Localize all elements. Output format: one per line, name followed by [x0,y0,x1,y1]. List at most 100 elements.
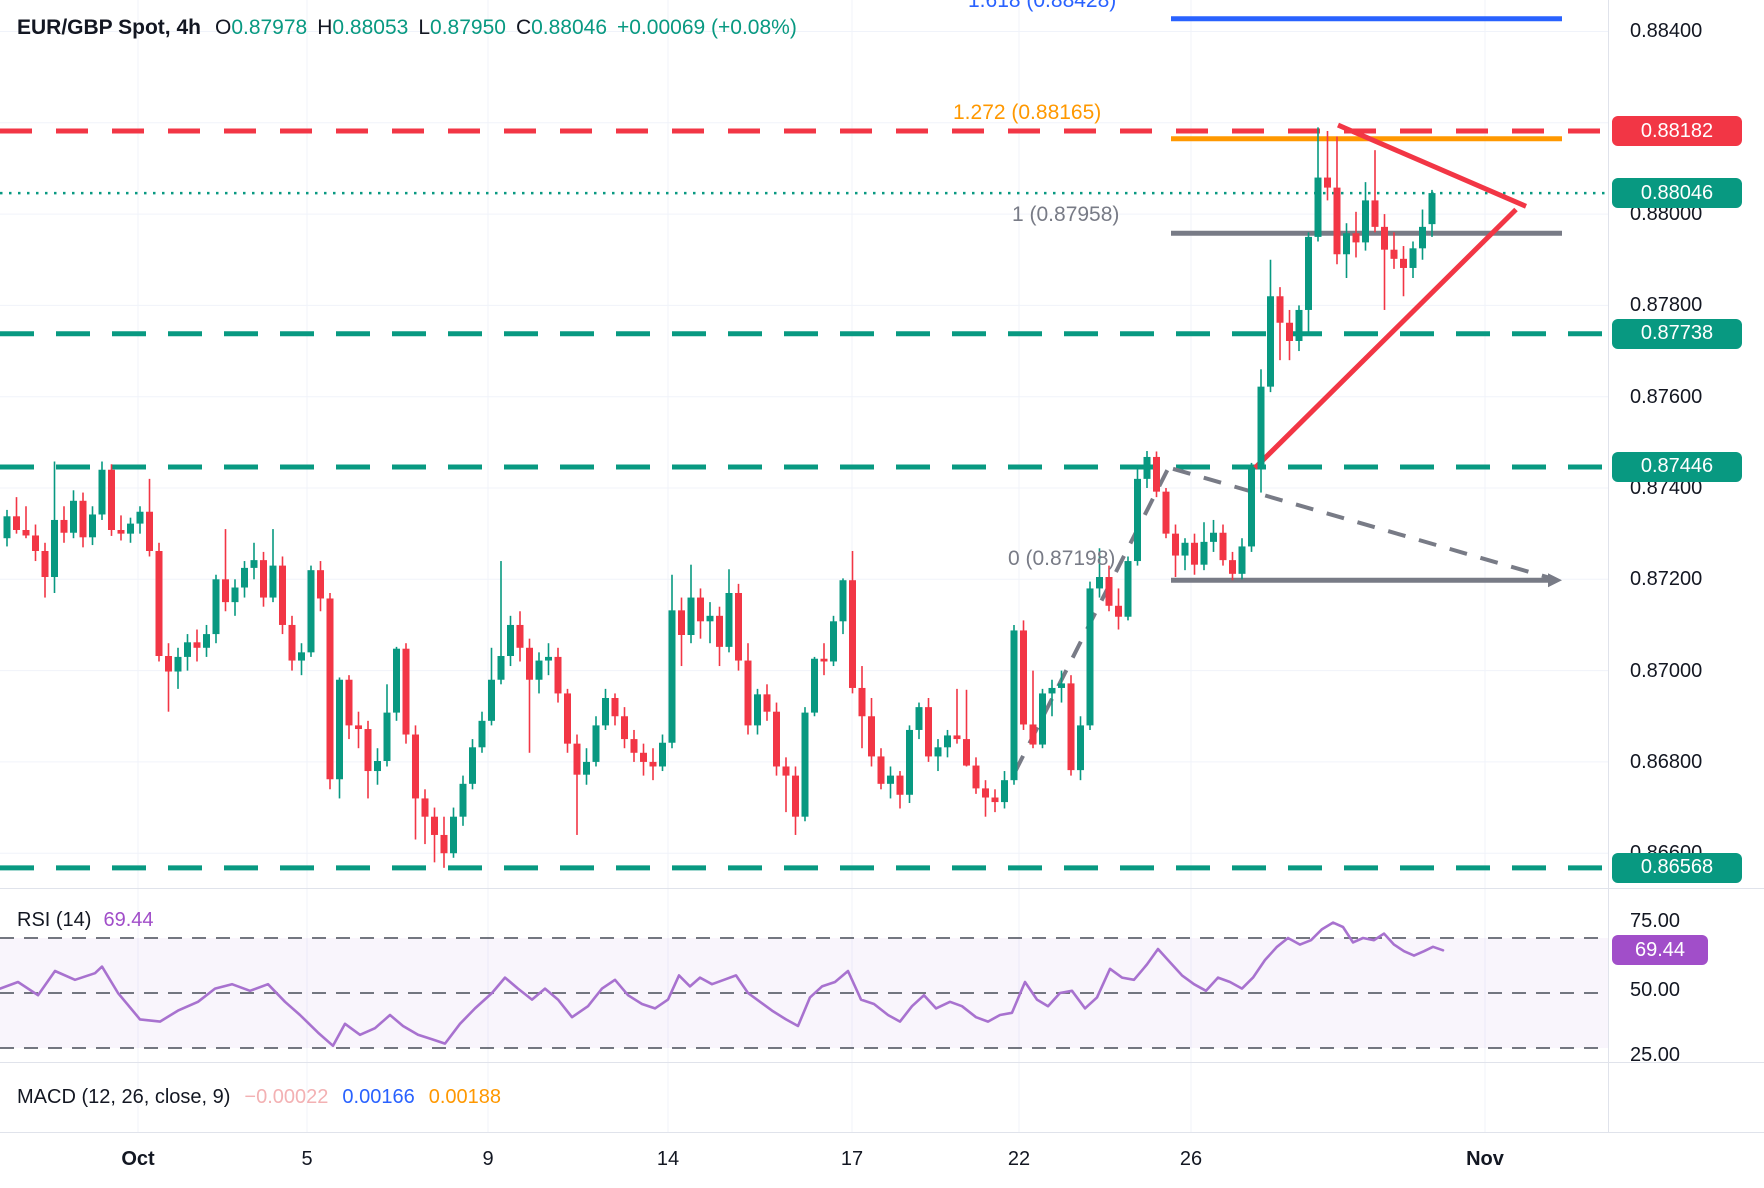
candle-body [393,648,400,713]
price-axis-label: 0.87200 [1630,568,1703,591]
price-axis-label: 0.88000 [1630,203,1703,226]
macd-histogram-value: −0.00022 [244,1086,329,1108]
price-badge: 0.88182 [1612,116,1742,146]
legend-close: C0.88046 [515,16,608,39]
rsi-line [0,921,1445,1048]
candle-body [1039,693,1046,745]
candle-body [1067,683,1075,771]
candle-body [630,739,638,753]
candle-body [136,511,144,524]
candle-body [1352,233,1360,243]
candle-body [706,615,714,622]
candle-body [1096,577,1103,589]
candle-body [79,500,87,538]
fib-label-1618: 1.618 (0.88428) [968,0,1117,12]
candle-body [1267,296,1274,387]
candle-body [820,658,828,662]
candle-body [155,550,163,656]
candle-body [1428,193,1436,225]
candle-body [231,587,239,603]
candle-body [1286,322,1293,341]
candle-body [279,565,286,625]
candle-body [1210,532,1217,542]
candle-body [440,834,448,854]
candle-body [573,743,581,775]
price-axis-label: 0.87000 [1630,659,1703,682]
candle-body [193,642,201,648]
rsi-title[interactable]: RSI (14) [17,909,92,931]
legend-open: O0.87978 [214,16,308,39]
candle-body [402,648,410,735]
candle-body [1048,687,1056,694]
candle-body [1020,630,1027,725]
candle-body [1276,296,1284,323]
candle-body [298,652,305,661]
candle-body [1086,588,1094,726]
candle-body [317,570,324,599]
legend-high: H0.88053 [317,16,409,39]
symbol-title[interactable]: EUR/GBP Spot, 4h [17,16,201,39]
candle-body [830,621,837,662]
candle-body [1134,478,1141,562]
candle-body [1248,468,1255,547]
macd-legend: MACD (12, 26, close, 9) −0.00022 0.00166… [17,1086,501,1109]
candle-body [1191,542,1198,565]
price-badge: 0.86568 [1612,852,1742,883]
price-badge: 0.87738 [1612,318,1742,349]
candle-body [735,592,742,661]
candle-body [982,788,989,798]
candle-body [117,529,125,534]
candle-body [526,647,533,680]
time-axis-label: 9 [482,1148,494,1170]
price-axis-label: 0.87400 [1630,476,1703,499]
candle-body [1333,187,1341,255]
candle-body [811,658,818,713]
candle-body [459,783,467,817]
time-axis-label: Nov [1466,1148,1504,1170]
candle-body [744,660,752,726]
rsi-axis-label: 25.00 [1630,1044,1681,1066]
candle-body [478,720,486,748]
candle-body [773,711,780,767]
candle-body [516,624,524,648]
candle-body [241,567,248,588]
candle-body [1362,200,1369,243]
macd-title[interactable]: MACD (12, 26, close, 9) [17,1086,231,1108]
candle-body [507,624,514,656]
candle-body [963,739,970,766]
candle-body [51,519,58,578]
candle-body [792,775,799,817]
candle-body [1010,630,1018,781]
candle-body [488,679,495,721]
candle-body [1390,249,1398,259]
rsi-axis-label: 50.00 [1630,979,1681,1001]
fib-label-1272: 1.272 (0.88165) [953,101,1102,124]
change-value: +0.00069 (+0.08%) [617,16,797,39]
candle-body [1105,577,1113,606]
candle-body [336,679,343,780]
candle-body [687,597,695,635]
candle-body [222,579,229,603]
candle-body [1257,386,1265,469]
candle-body [545,656,552,661]
candle-body [915,707,923,730]
candle-body [754,694,761,726]
candle-body [991,797,999,803]
candle-body [1238,546,1246,574]
price-axis-label: 0.86800 [1630,750,1703,773]
time-axis-label: 22 [1007,1148,1031,1170]
candle-body [355,725,362,730]
candle-body [383,712,391,761]
candle-body [146,511,153,551]
candle-body [640,752,647,762]
level-arrow [1548,573,1562,588]
candle-body [269,565,277,598]
time-axis-label: 14 [656,1148,680,1170]
candle-body [934,747,942,757]
candle-body [592,725,600,762]
time-axis-label: 17 [840,1148,864,1170]
candle-body [212,579,220,635]
price-axis-label: 0.87800 [1630,294,1703,317]
